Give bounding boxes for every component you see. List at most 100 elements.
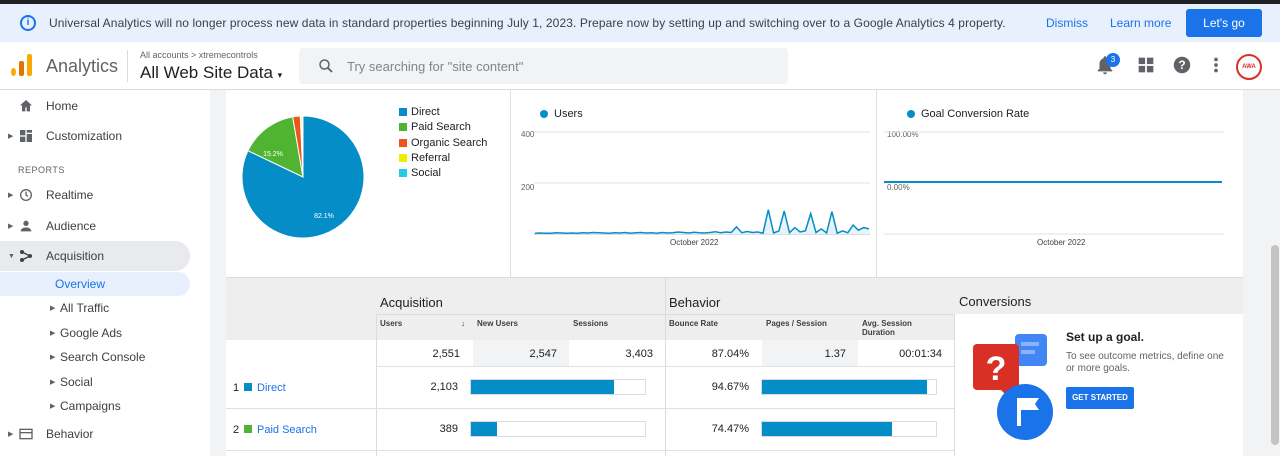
- users-series-line[interactable]: [534, 209, 870, 235]
- expand-arrow-icon: ▶: [8, 223, 14, 230]
- legend-swatch: [399, 138, 407, 147]
- sidebar-item-social[interactable]: ▶ Social: [0, 370, 190, 394]
- users-bar: [470, 379, 646, 395]
- sidebar-item-acquisition[interactable]: ▼ Acquisition: [0, 241, 190, 271]
- y-tick-100: 100.00%: [887, 130, 919, 139]
- y-tick-0: 0.00%: [887, 183, 910, 192]
- main-content: 82.1% 15.2% Direct Paid Search Organic Sear…: [210, 90, 1280, 456]
- behavior-icon: [19, 428, 33, 440]
- sidebar-item-home[interactable]: Home: [0, 91, 190, 121]
- legend-swatch: [399, 169, 407, 178]
- goal-legend-label: Goal Conversion Rate: [921, 108, 1030, 120]
- page-scrollbar[interactable]: [1270, 90, 1280, 456]
- col-sessions-header[interactable]: Sessions: [573, 319, 609, 328]
- sidebar-item-search-console[interactable]: ▶ Search Console: [0, 345, 190, 369]
- pie-slice-paid-search[interactable]: [247, 116, 304, 178]
- legend-label: Referral: [411, 151, 451, 164]
- sidebar-item-label: Search Console: [60, 350, 146, 364]
- goal-conversion-chart: [884, 131, 1224, 235]
- total-new-users: 2,547: [529, 348, 557, 360]
- account-breadcrumb[interactable]: All accounts > xtremecontrols: [140, 50, 258, 60]
- users-bar-fill: [471, 422, 498, 436]
- col-avg-duration-header[interactable]: Avg. Session Duration: [862, 319, 912, 337]
- col-new-users-header[interactable]: New Users: [477, 319, 518, 328]
- legend-dot: [540, 110, 548, 118]
- pane-divider: [876, 90, 877, 277]
- goal-title: Set up a goal.: [1066, 330, 1145, 344]
- sidebar-item-google-ads[interactable]: ▶ Google Ads: [0, 321, 190, 345]
- x-axis-label: October 2022: [1037, 238, 1086, 247]
- expand-arrow-icon: ▶: [8, 431, 14, 438]
- col-avg-duration-line1: Avg. Session: [862, 319, 912, 328]
- help-icon[interactable]: ?: [1171, 54, 1193, 76]
- acquisition-icon: [20, 250, 32, 262]
- scrollbar-thumb[interactable]: [1271, 245, 1279, 445]
- y-tick-200: 200: [521, 183, 535, 192]
- app-name: Analytics: [46, 56, 119, 76]
- apps-grid-icon[interactable]: [1135, 54, 1157, 76]
- col-bounce-rate-header[interactable]: Bounce Rate: [669, 319, 718, 328]
- goal-setup-panel: ? Set up a goal. To see outcome metrics,…: [954, 314, 1243, 456]
- conversions-header: [954, 278, 1243, 314]
- bounce-rate-bar-fill: [762, 380, 927, 394]
- sidebar-item-label: Social: [60, 375, 93, 389]
- col-users-header[interactable]: Users: [380, 319, 403, 328]
- legend-item: Referral: [399, 152, 450, 164]
- channel-pie-chart: 82.1% 15.2%: [241, 115, 365, 239]
- header-divider: [127, 50, 128, 82]
- total-pages-session: 1.37: [824, 348, 846, 360]
- sidebar-item-customization[interactable]: ▶ Customization: [0, 121, 190, 151]
- legend-label: Organic Search: [411, 136, 488, 149]
- channel-link-paid-search[interactable]: Paid Search: [257, 424, 317, 436]
- channel-color-swatch: [244, 425, 252, 433]
- sidebar-item-realtime[interactable]: ▶ Realtime: [0, 180, 190, 210]
- sidebar-item-label: Acquisition: [46, 249, 105, 263]
- col-pages-session-header[interactable]: Pages / Session: [766, 319, 827, 328]
- total-bounce-rate: 87.04%: [711, 348, 749, 360]
- legend-item: Paid Search: [399, 121, 471, 133]
- x-axis-label: October 2022: [670, 238, 719, 247]
- person-icon: [20, 220, 32, 232]
- sidebar-item-audience[interactable]: ▶ Audience: [0, 211, 190, 241]
- legend-label: Social: [411, 167, 441, 180]
- window-top-edge: [0, 0, 1280, 4]
- row-bounce-rate: 94.67%: [711, 381, 749, 393]
- legend-label: Paid Search: [411, 121, 471, 134]
- row-rank: 1: [233, 382, 240, 394]
- sort-desc-icon[interactable]: ↓: [461, 319, 465, 328]
- sidebar-item-label: Audience: [46, 219, 97, 233]
- search-input[interactable]: Try searching for "site content": [347, 59, 524, 74]
- get-started-button[interactable]: GET STARTED: [1066, 387, 1134, 409]
- pie-label-paid-search: 15.2%: [263, 151, 283, 158]
- property-selector[interactable]: All Web Site Data ▾: [140, 63, 282, 83]
- lets-go-button[interactable]: Let's go: [1186, 9, 1262, 37]
- learn-more-link[interactable]: Learn more: [1110, 16, 1172, 30]
- more-vert-icon[interactable]: [1205, 54, 1227, 76]
- sidebar-item-behavior[interactable]: ▶ Behavior: [0, 419, 190, 449]
- sidebar-item-all-traffic[interactable]: ▶ All Traffic: [0, 296, 190, 320]
- bounce-rate-bar-fill: [762, 422, 892, 436]
- y-tick-400: 400: [521, 130, 535, 139]
- users-line-chart: [534, 131, 870, 235]
- legend-swatch: [399, 153, 407, 162]
- total-sessions: 3,403: [625, 348, 653, 360]
- dismiss-button[interactable]: Dismiss: [1046, 16, 1088, 30]
- account-avatar[interactable]: AWA: [1236, 54, 1262, 80]
- bounce-rate-bar: [761, 421, 937, 437]
- sidebar-item-overview[interactable]: Overview: [0, 272, 190, 296]
- users-legend: Users: [540, 108, 583, 120]
- expand-arrow-icon: ▶: [50, 305, 56, 312]
- sidebar-item-campaigns[interactable]: ▶ Campaigns: [0, 394, 190, 418]
- search-bar[interactable]: Try searching for "site content": [299, 48, 788, 84]
- dropdown-caret-icon: ▾: [277, 70, 283, 80]
- property-name: All Web Site Data: [140, 63, 273, 82]
- sidebar-item-label: Home: [46, 99, 79, 113]
- legend-swatch: [399, 123, 407, 132]
- sidebar-item-label: Realtime: [46, 188, 94, 202]
- channel-link-direct[interactable]: Direct: [257, 382, 286, 394]
- sidebar-item-label: Google Ads: [60, 326, 123, 340]
- legend-swatch: [399, 108, 407, 116]
- legend-dot: [907, 110, 915, 118]
- pie-slice-social[interactable]: [301, 115, 304, 178]
- legend-item: Organic Search: [399, 137, 487, 149]
